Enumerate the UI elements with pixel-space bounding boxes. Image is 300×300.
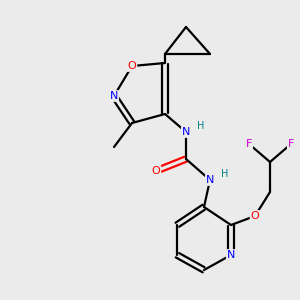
- Text: O: O: [250, 211, 260, 221]
- Text: H: H: [221, 169, 229, 179]
- Text: F: F: [246, 139, 252, 149]
- Text: N: N: [227, 250, 235, 260]
- Text: N: N: [110, 91, 118, 101]
- Text: N: N: [182, 127, 190, 137]
- Text: N: N: [206, 175, 214, 185]
- Text: F: F: [288, 139, 294, 149]
- Text: O: O: [152, 166, 160, 176]
- Text: O: O: [128, 61, 136, 71]
- Text: H: H: [197, 121, 205, 131]
